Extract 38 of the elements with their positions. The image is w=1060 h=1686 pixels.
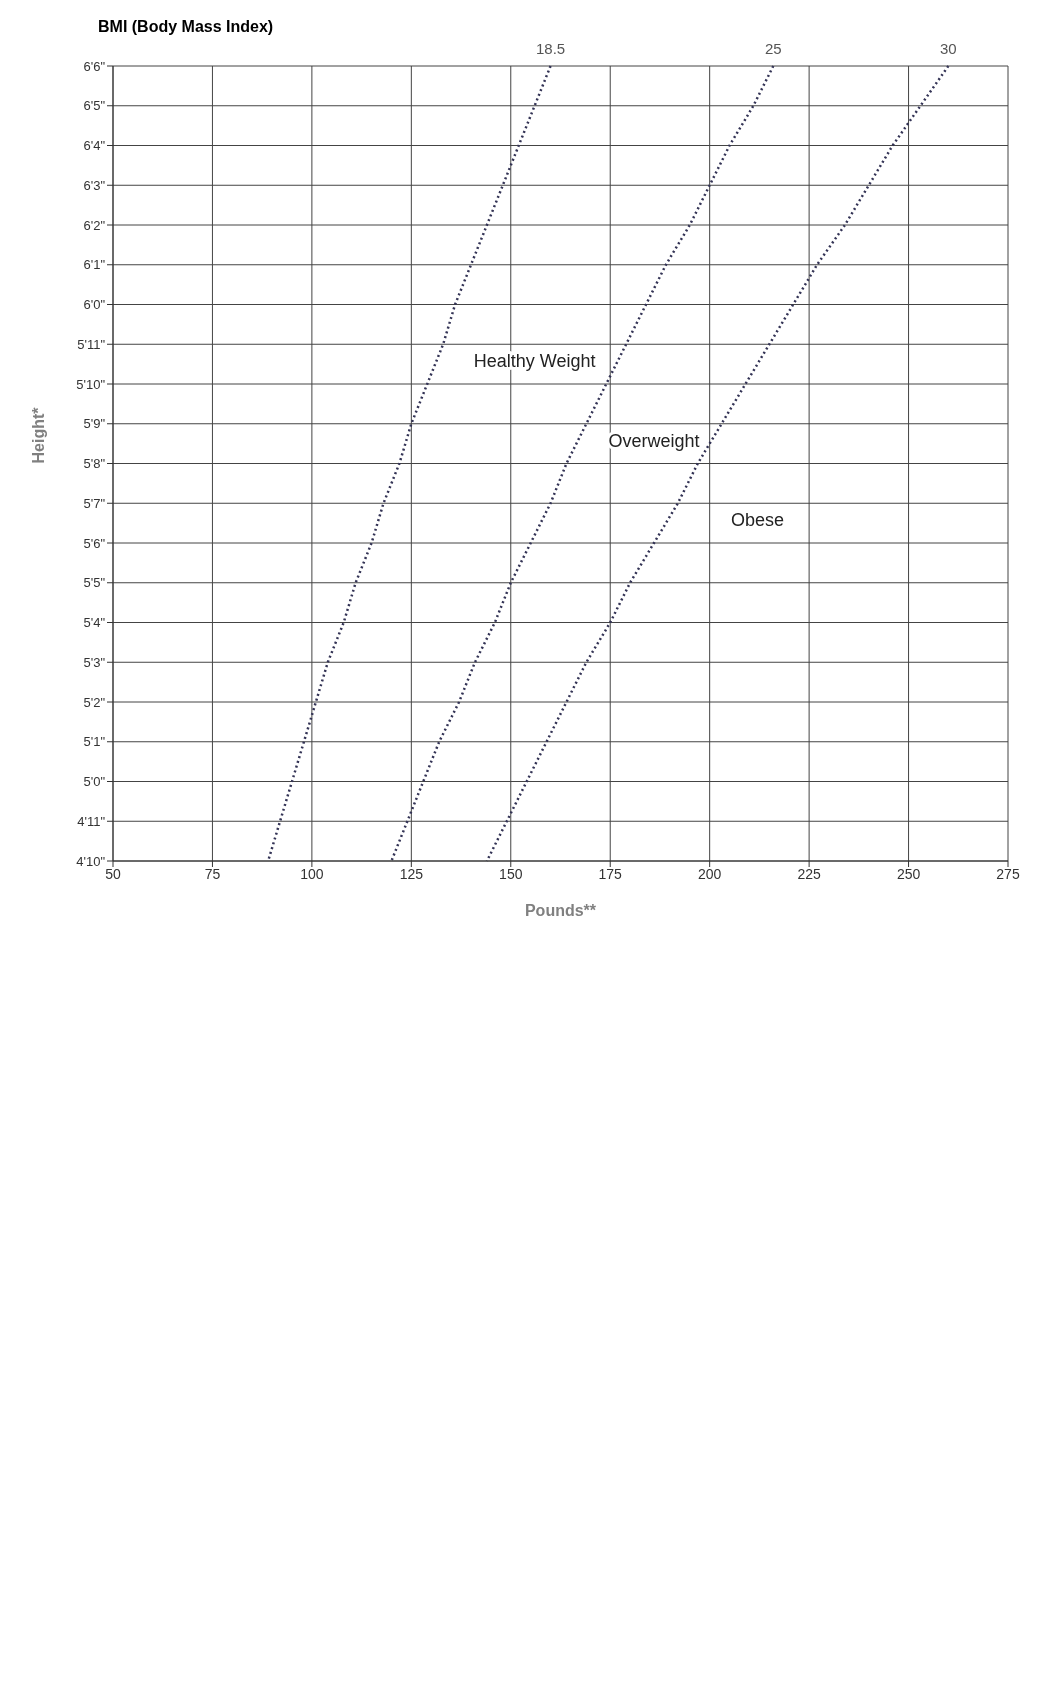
y-tick-label: 5'11" — [77, 336, 106, 352]
x-axis-title: Pounds** — [524, 902, 597, 919]
y-tick-label: 5'5" — [83, 575, 106, 591]
y-tick-label: 6'6" — [83, 58, 106, 74]
y-tick-label: 5'1" — [83, 734, 106, 750]
series-label: 25 — [764, 40, 782, 57]
y-tick-label: 5'8" — [83, 456, 106, 472]
y-tick-label: 4'11" — [77, 813, 106, 829]
y-axis-title: Height* — [29, 406, 47, 464]
y-tick-label: 5'2" — [83, 694, 106, 710]
annotation: Obese — [730, 510, 784, 530]
x-tick-label: 200 — [697, 865, 722, 882]
y-tick-label: 5'3" — [83, 654, 106, 670]
y-tick-label: 5'7" — [83, 495, 106, 511]
x-tick-label: 275 — [996, 865, 1020, 882]
text: BMI (Body Mass Index) — [98, 18, 275, 36]
x-tick-label: 75 — [204, 865, 221, 882]
x-tick-label: 100 — [300, 865, 324, 882]
series-label: 30 — [939, 40, 957, 57]
y-tick-label: 6'2" — [83, 217, 106, 233]
x-tick-label: 150 — [499, 865, 523, 882]
y-tick-label: 5'10" — [76, 376, 106, 392]
x-tick-label: 125 — [399, 865, 424, 882]
x-tick-label: 175 — [598, 865, 623, 882]
x-tick-label: 225 — [797, 865, 821, 882]
y-tick-label: 5'4" — [83, 615, 106, 631]
y-tick-label: 5'0" — [83, 774, 106, 790]
y-tick-label: 6'5" — [83, 98, 106, 114]
series-label: 18.5 — [535, 40, 566, 57]
y-tick-label: 5'9" — [83, 416, 106, 432]
x-tick-label: 50 — [105, 865, 121, 882]
y-tick-label: 5'6" — [83, 535, 106, 551]
x-tick-label: 250 — [896, 865, 921, 882]
y-tick-label: 6'4" — [83, 138, 106, 154]
y-tick-label: 6'3" — [83, 177, 106, 193]
y-tick-label: 6'0" — [83, 297, 106, 313]
y-tick-label: 6'1" — [83, 257, 106, 273]
y-tick-label: 4'10" — [76, 853, 106, 869]
